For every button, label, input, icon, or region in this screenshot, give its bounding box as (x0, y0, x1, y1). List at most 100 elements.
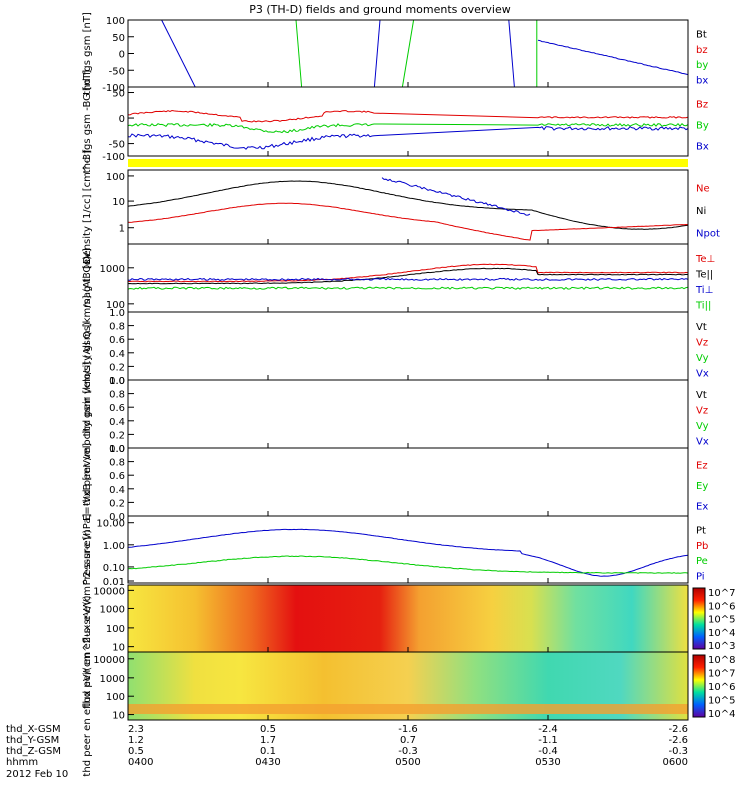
colorbar-label: 10^7 (708, 588, 735, 599)
y-axis-label: thd fgs gsm -BG [nT] (82, 70, 93, 174)
xaxis-value: 1.2 (128, 735, 144, 746)
y-tick-label: 0.2 (109, 430, 125, 441)
y-tick-label: 0.4 (109, 485, 125, 496)
xaxis-value: 0.5 (128, 746, 144, 757)
pi-trace (127, 528, 689, 577)
y-tick-label: 1.0 (109, 376, 125, 387)
bx-trace-3 (508, 19, 515, 88)
colorbar-8 (692, 587, 706, 650)
legend-label: Vy (696, 421, 709, 432)
y-tick-label: 10 (112, 711, 125, 722)
y-tick-label: 0.0 (109, 444, 125, 455)
y-axis-label: thd peer en eflux eV/(cm^2-s-sr-eV) (82, 595, 93, 776)
colorbar-label: 10^5 (708, 696, 735, 707)
panel-frame-4 (127, 243, 689, 313)
xaxis-row-label: thd_Z-GSM (6, 746, 61, 757)
bx-trace-4 (537, 39, 689, 76)
plot-title: P3 (TH-D) fields and ground moments over… (249, 3, 511, 16)
spectrogram-low-band (128, 704, 688, 714)
panel-frame-5 (127, 311, 689, 381)
legend-label: Pi (696, 571, 705, 582)
xaxis-row-label: thd_Y-GSM (6, 735, 59, 746)
legend-label: Vx (696, 436, 709, 447)
legend-label: Vt (696, 390, 707, 401)
colorbar-label: 10^6 (708, 682, 735, 693)
y-tick-label: -100 (102, 83, 125, 94)
legend-label: by (696, 60, 708, 71)
colorbar-label: 10^5 (708, 615, 735, 626)
legend-label: Vt (696, 322, 707, 333)
xaxis-value: -2.6 (668, 735, 688, 746)
y-tick-label: 10000 (93, 655, 125, 666)
xaxis-value: 0430 (255, 757, 280, 768)
legend-label: Vx (696, 368, 709, 379)
xaxis-value: -1.1 (538, 735, 558, 746)
y-tick-label: 0.6 (109, 403, 125, 414)
y-tick-label: 1000 (100, 604, 125, 615)
xaxis-value: 0400 (128, 757, 153, 768)
colorbar-label: 10^3 (708, 641, 735, 652)
y-axis-label: Pressure [nPa] (82, 514, 93, 586)
date-label: 2012 Feb 10 (6, 769, 68, 780)
legend-label: Ni (696, 206, 706, 217)
y-tick-label: 10 (112, 643, 125, 654)
y-tick-label: 10000 (93, 586, 125, 597)
xaxis-value: -0.3 (668, 746, 688, 757)
xaxis-row-label: thd_X-GSM (6, 724, 61, 735)
legend-label: Ne (696, 183, 710, 194)
y-tick-label: 1000 (100, 674, 125, 685)
bx-trace (161, 19, 196, 88)
y-tick-label: 0.0 (109, 512, 125, 523)
y-tick-label: 100 (106, 172, 125, 183)
xaxis-value: 0.7 (400, 735, 416, 746)
xaxis-value: -2.4 (538, 724, 558, 735)
legend-label: Te⊥ (695, 254, 715, 265)
legend-label: Vz (696, 337, 708, 348)
y-tick-label: 0.2 (109, 498, 125, 509)
y-tick-label: 0.6 (109, 335, 125, 346)
xaxis-value: 0500 (395, 757, 420, 768)
legend-label: Ti|| (695, 300, 711, 311)
xaxis-value: 0530 (535, 757, 560, 768)
legend-label: Te|| (695, 269, 713, 280)
bx-trace-2 (373, 19, 381, 88)
y-tick-label: 50 (112, 89, 125, 100)
xaxis-row-label: hhmm (6, 757, 38, 768)
y-tick-label: 0.8 (109, 322, 125, 333)
by-trace-b (127, 122, 689, 134)
y-axis-label: thd peir velocity gsm [km/s] (All Qs) (82, 256, 93, 437)
legend-label: Ez (696, 460, 708, 471)
y-tick-label: 0 (119, 50, 125, 61)
y-tick-label: 0.10 (103, 563, 125, 574)
y-axis-label: E=-VxB [mV/m] (82, 443, 93, 521)
y-tick-label: 100 (106, 16, 125, 27)
legend-label: Bz (696, 100, 708, 111)
y-tick-label: -100 (102, 152, 125, 163)
y-tick-label: 0.8 (109, 458, 125, 469)
xaxis-value: -0.3 (398, 746, 418, 757)
colorbar-label: 10^7 (708, 669, 735, 680)
xaxis-value: 1.7 (260, 735, 276, 746)
colorbar-label: 10^4 (708, 709, 735, 720)
y-tick-label: 0.6 (109, 471, 125, 482)
y-tick-label: 100 (106, 624, 125, 635)
xaxis-value: 0600 (663, 757, 688, 768)
colorbar-label: 10^4 (708, 628, 735, 639)
legend-label: Npot (696, 229, 720, 240)
y-axis-label: mag t3 [eV] (82, 248, 93, 308)
y-axis-label: Density [1/cc] [cm^-3] (82, 150, 93, 264)
legend-label: Pb (696, 541, 708, 552)
y-tick-label: -50 (109, 66, 125, 77)
by-trace (295, 19, 303, 88)
tiperp-trace (127, 277, 689, 281)
y-tick-label: 0.4 (109, 417, 125, 428)
tipar-trace (127, 286, 689, 290)
ni-trace (127, 180, 689, 230)
xaxis-value: 2.3 (128, 724, 144, 735)
y-tick-label: 10.00 (96, 519, 125, 530)
colorbar-label: 10^8 (708, 655, 735, 666)
legend-label: bx (696, 75, 708, 86)
xaxis-value: 0.5 (260, 724, 276, 735)
